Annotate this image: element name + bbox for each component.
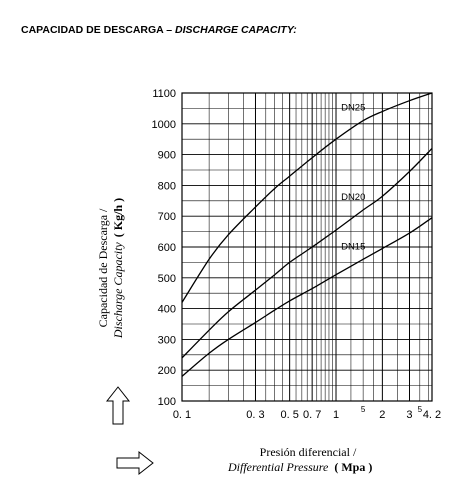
y-axis-label-en: Discharge Capacity xyxy=(111,242,125,340)
x-tick-label: 0. 7 xyxy=(303,409,321,421)
y-tick-label: 100 xyxy=(158,396,176,408)
y-axis-label-en-line: Discharge Capacity ( Kg/h ) xyxy=(111,198,125,339)
y-tick-label: 300 xyxy=(158,334,176,346)
title-en: DISCHARGE CAPACITY: xyxy=(175,24,297,36)
y-axis-title: Capacidad de Descarga / Discharge Capaci… xyxy=(96,198,125,339)
x-axis-label-en: Differential Pressure xyxy=(227,460,329,474)
x-minor-tick-label: 5 xyxy=(418,405,423,414)
x-axis-label-es: Presión diferencial / xyxy=(260,445,357,459)
y-tick-label: 500 xyxy=(158,273,176,285)
plot-frame xyxy=(181,92,433,402)
series-label-dn15: DN15 xyxy=(341,241,365,252)
series-label-dn25: DN25 xyxy=(341,103,365,114)
y-tick-label: 400 xyxy=(158,304,176,316)
x-tick-label: 4. 2 xyxy=(423,409,441,421)
series-line-dn25 xyxy=(181,92,433,303)
y-tick-label: 1000 xyxy=(152,119,176,131)
series-line-dn15 xyxy=(181,217,433,377)
x-tick-label: 3 xyxy=(406,409,412,421)
series-curves xyxy=(181,92,433,377)
y-tick-label: 600 xyxy=(158,242,176,254)
y-tick-label: 200 xyxy=(158,365,176,377)
x-tick-label: 2 xyxy=(379,409,385,421)
y-tick-label: 900 xyxy=(158,150,176,162)
x-axis-label-en-line: Differential Pressure ( Mpa ) xyxy=(227,460,372,474)
title-es: CAPACIDAD DE DESCARGA xyxy=(21,24,164,36)
y-axis-label-es: Capacidad de Descarga / xyxy=(96,208,110,327)
page-title: CAPACIDAD DE DESCARGA – DISCHARGE CAPACI… xyxy=(21,24,297,36)
series-labels: DN25 DN20 DN15 xyxy=(341,103,365,253)
up-arrow-icon xyxy=(105,386,131,425)
y-tick-labels: 100 200 300 400 500 600 700 800 900 1000 1100 xyxy=(152,88,176,408)
x-axis-unit: ( Mpa ) xyxy=(334,460,372,474)
x-tick-labels: 0. 1 0. 3 0. 5 0. 7 1 2 3 4. 25 5 xyxy=(173,405,441,421)
y-tick-label: 800 xyxy=(158,180,176,192)
right-arrow-icon xyxy=(116,450,154,476)
y-tick-label: 700 xyxy=(158,211,176,223)
x-tick-label: 0. 3 xyxy=(246,409,264,421)
y-tick-label: 1100 xyxy=(152,88,176,100)
x-tick-label: 0. 1 xyxy=(173,409,191,421)
x-tick-label: 0. 5 xyxy=(280,409,298,421)
series-line-dn20 xyxy=(181,147,433,359)
x-tick-label: 1 xyxy=(333,409,339,421)
grid-lines xyxy=(181,92,433,402)
x-minor-tick-label: 5 xyxy=(361,405,366,414)
title-separator: – xyxy=(166,24,173,36)
y-axis-unit: ( Kg/h ) xyxy=(111,198,125,237)
series-label-dn20: DN20 xyxy=(341,192,365,203)
